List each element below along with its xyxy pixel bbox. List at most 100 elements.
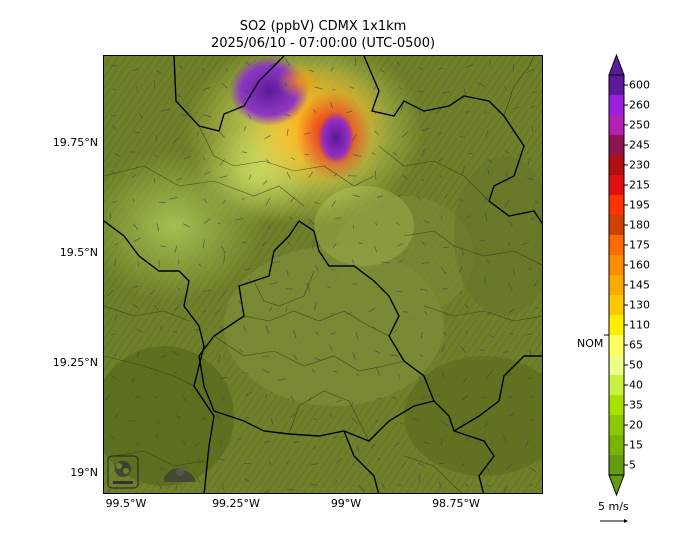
wind-vector xyxy=(521,242,529,246)
wind-vector xyxy=(218,458,225,461)
lat-label-19-25: 19.25°N xyxy=(52,356,98,369)
wind-vector xyxy=(202,289,211,292)
wind-vector xyxy=(242,324,247,333)
wind-vector xyxy=(114,413,118,419)
colorbar-segment xyxy=(609,375,624,396)
colorbar-segment xyxy=(609,335,624,356)
wind-vector xyxy=(271,261,281,264)
wind-vector xyxy=(174,306,180,311)
wind-vector xyxy=(506,372,512,376)
colorbar-segment xyxy=(609,135,624,156)
colorbar-segment xyxy=(609,195,624,216)
wind-vector xyxy=(392,151,398,156)
colorbar-extend-max xyxy=(608,53,625,76)
wind-vectors xyxy=(105,57,540,493)
wind-vector xyxy=(352,194,361,198)
wind-vector xyxy=(269,62,276,67)
colorbar-label: 250 xyxy=(629,118,650,132)
wind-vector xyxy=(417,462,425,467)
wind-vector xyxy=(527,177,534,180)
wind-vector xyxy=(477,82,485,87)
wind-vector xyxy=(508,242,511,246)
wind-vector xyxy=(244,416,251,419)
wind-vector xyxy=(375,171,377,180)
wind-vector xyxy=(462,421,466,425)
wind-vector xyxy=(154,373,159,375)
wind-vector xyxy=(333,173,338,177)
wind-vector xyxy=(219,131,226,138)
wind-vector xyxy=(435,108,441,114)
wind-vector xyxy=(244,126,246,132)
wind-vector xyxy=(175,177,183,181)
colorbar-label: 20 xyxy=(629,418,643,432)
wind-vector xyxy=(372,326,376,329)
wind-vector xyxy=(459,198,463,202)
wind-vector xyxy=(197,396,202,399)
wind-vector xyxy=(113,259,117,267)
colorbar-segment xyxy=(609,215,624,236)
wind-vector xyxy=(370,443,376,448)
wind-vector xyxy=(351,401,354,407)
colorbar-label: 215 xyxy=(629,178,650,192)
wind-vector xyxy=(373,85,376,90)
wind-vector xyxy=(114,242,119,246)
wind-vector xyxy=(235,218,245,221)
wind-vector xyxy=(290,412,296,418)
colorbar-label: 145 xyxy=(629,278,650,292)
wind-vector xyxy=(376,195,383,198)
wind-vector xyxy=(183,223,191,228)
wind-vector xyxy=(203,171,211,176)
wind-vector xyxy=(133,285,139,288)
wind-vector xyxy=(331,200,336,208)
wind-vector xyxy=(419,354,424,358)
wind-vector xyxy=(239,349,244,353)
wind-vector xyxy=(262,355,269,358)
wind-vector xyxy=(136,328,143,333)
wind-vector xyxy=(355,373,360,377)
colorbar-segment xyxy=(609,295,624,316)
wind-vector xyxy=(330,414,333,419)
wind-vector xyxy=(202,239,205,248)
wind-vector xyxy=(489,438,495,447)
wind-vector xyxy=(287,241,292,246)
wind-vector xyxy=(110,435,115,440)
wind-vector xyxy=(105,393,112,401)
wind-vector xyxy=(485,212,488,222)
wind-vector xyxy=(336,457,342,465)
wind-vector xyxy=(314,264,319,272)
colorbar-label: 15 xyxy=(629,438,643,452)
colorbar-ticks xyxy=(604,84,628,466)
wind-vector xyxy=(264,135,271,140)
wind-vector xyxy=(335,480,338,484)
wind-vector xyxy=(420,332,423,340)
wind-vector xyxy=(401,131,409,138)
municipal-boundaries xyxy=(104,56,542,493)
wind-vector xyxy=(461,463,465,466)
wind-vector xyxy=(196,131,200,137)
wind-vector xyxy=(133,224,139,230)
wind-vector xyxy=(112,88,116,91)
wind-vector xyxy=(314,86,323,90)
terrain-patches xyxy=(104,126,542,486)
wind-vector xyxy=(198,457,200,465)
wind-vector xyxy=(484,422,489,429)
wind-vector xyxy=(376,367,381,376)
wind-vector xyxy=(512,64,515,72)
wind-vector xyxy=(132,68,139,72)
wind-vector xyxy=(508,413,515,417)
wind-vector xyxy=(329,344,333,352)
wind-vector xyxy=(480,239,486,242)
wind-vector xyxy=(265,325,270,335)
wind-vector xyxy=(243,90,248,92)
wind-vector xyxy=(113,152,121,157)
wind-vector xyxy=(445,194,448,198)
wind-vector xyxy=(423,220,430,224)
sedema-logo-icon xyxy=(107,455,139,489)
wind-vector xyxy=(351,417,358,425)
colorbar-segment xyxy=(609,95,624,116)
wind-vector xyxy=(313,109,316,113)
wind-vector xyxy=(156,69,162,74)
wind-vector xyxy=(244,268,252,271)
wind-vector xyxy=(156,480,162,489)
wind-vector xyxy=(346,110,353,114)
